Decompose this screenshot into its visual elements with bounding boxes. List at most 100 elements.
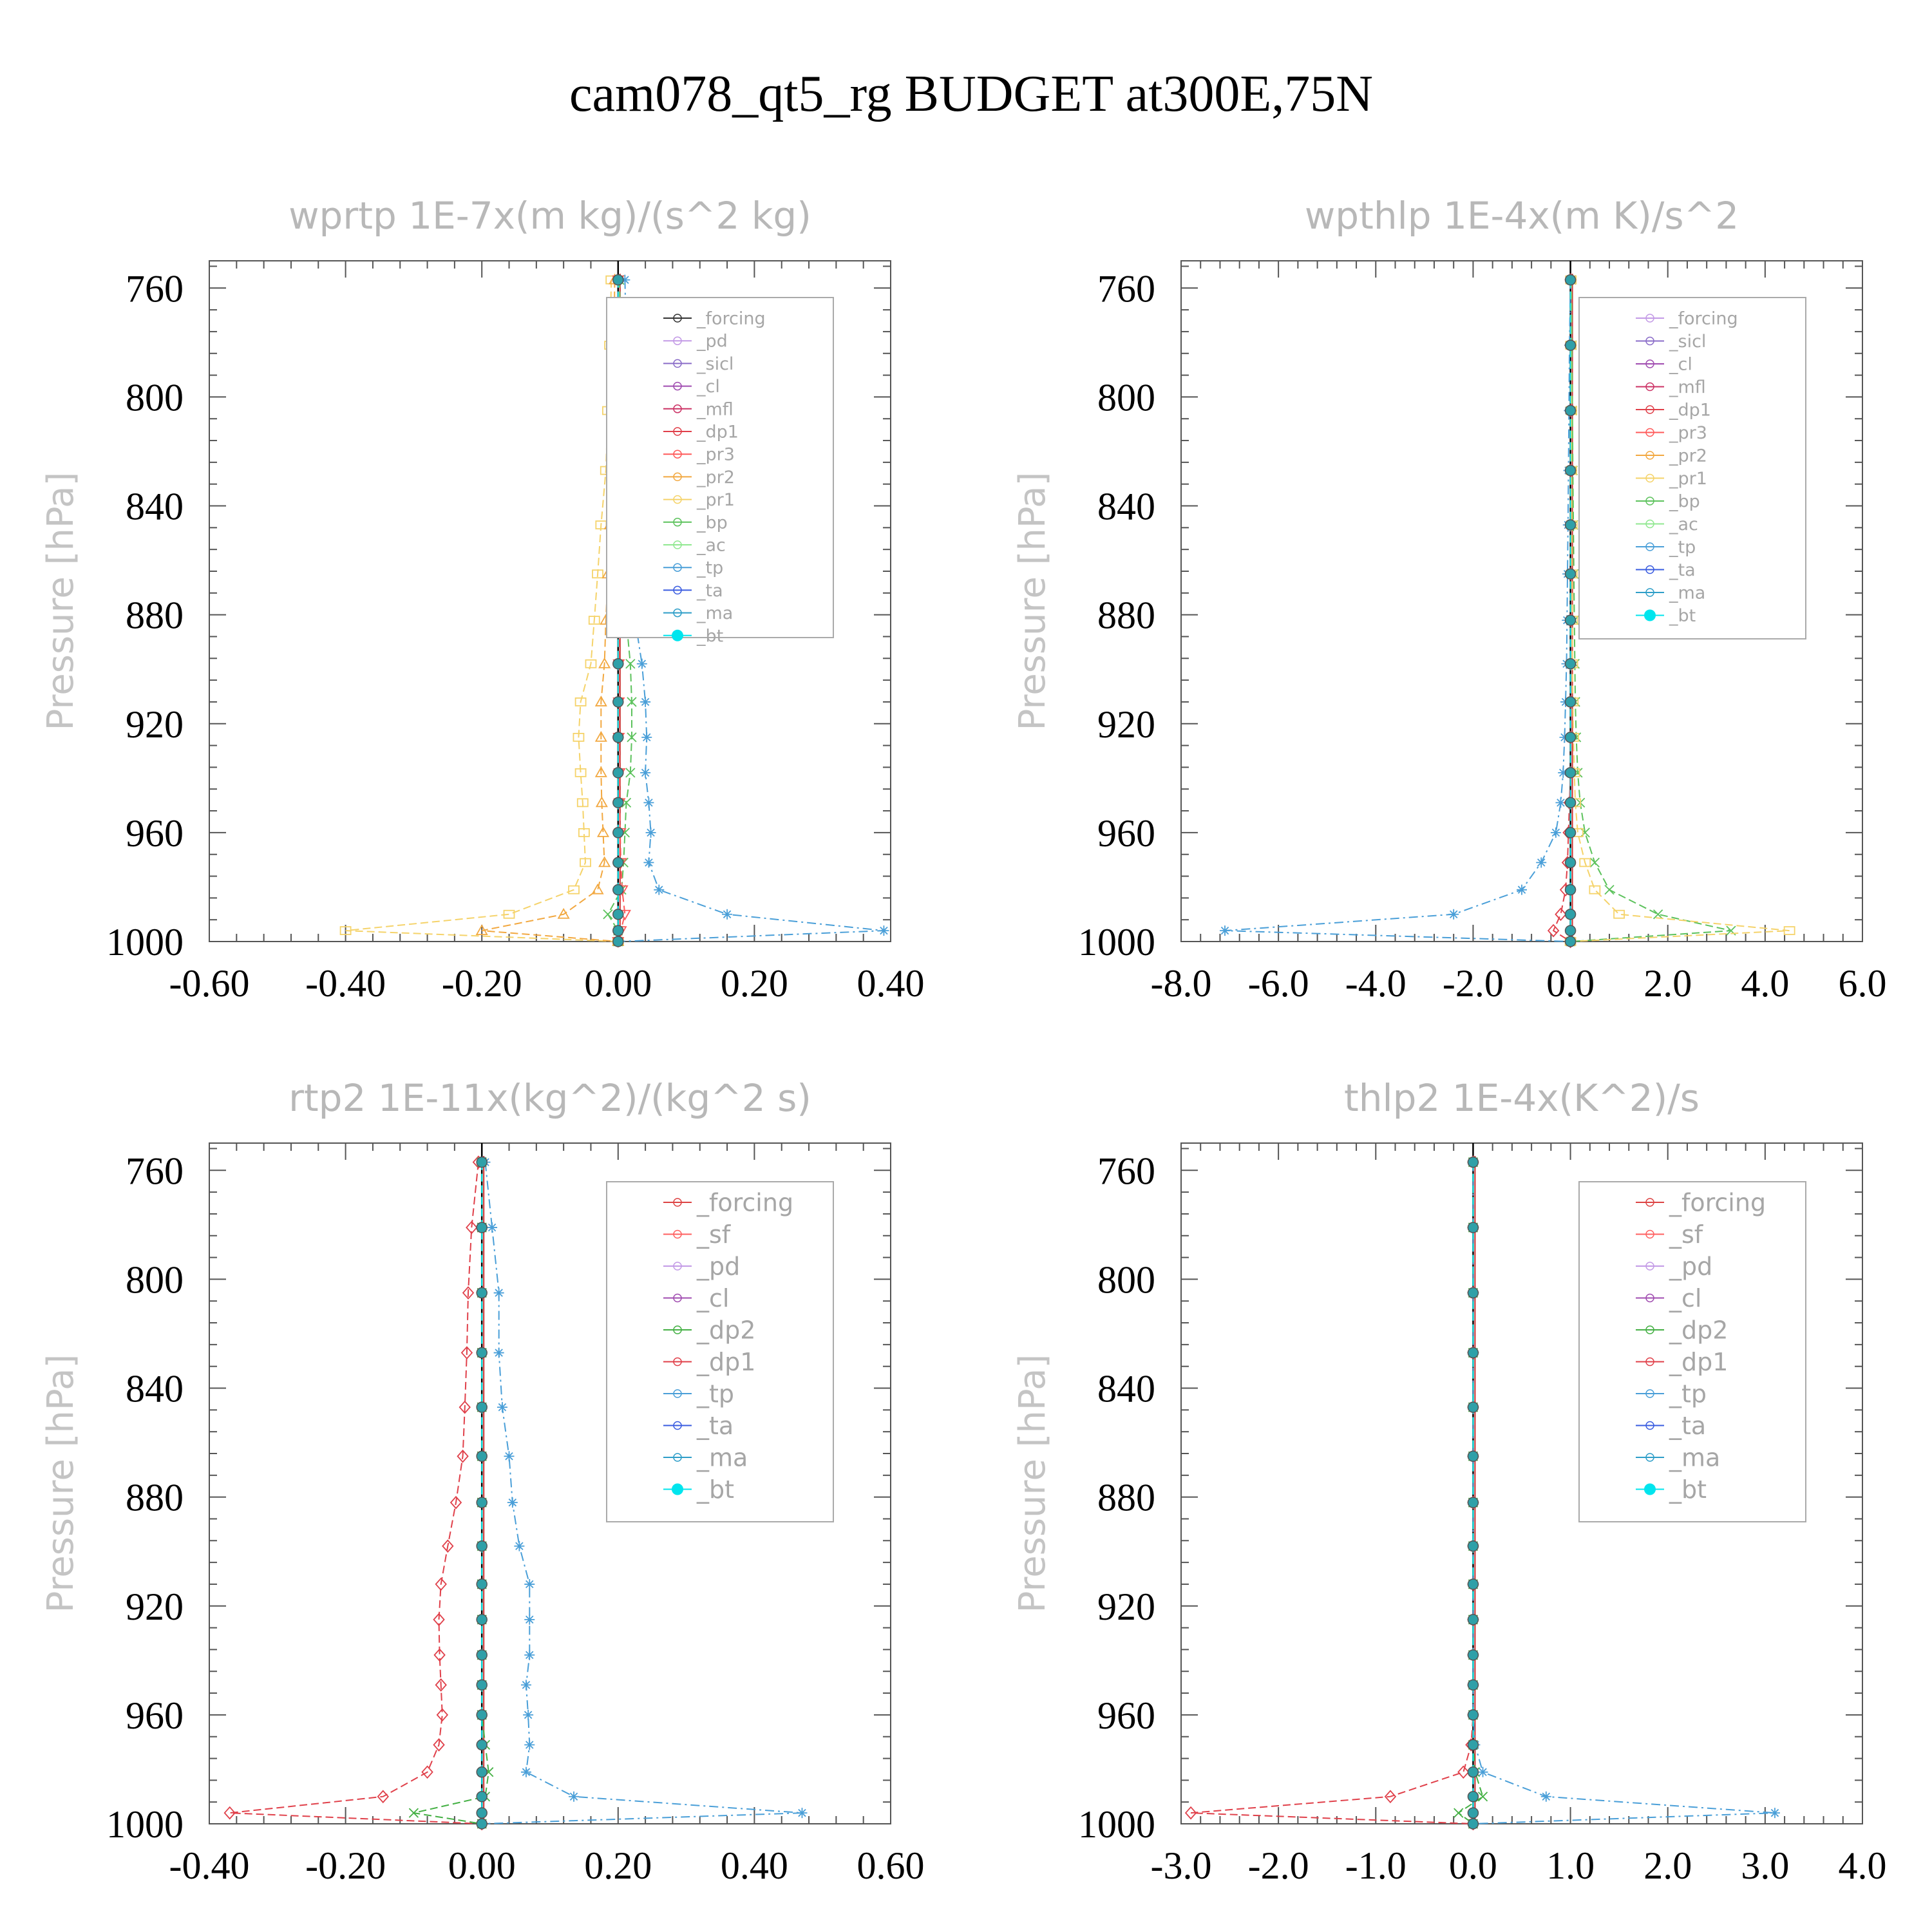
data-point-bt [612, 658, 624, 670]
data-point-tp [620, 274, 630, 285]
legend-label: _forcing [696, 1188, 793, 1217]
data-point-pr1 [1579, 858, 1591, 867]
legend-marker [1645, 382, 1654, 392]
data-point-tp [1555, 797, 1566, 808]
data-point-bt [1467, 1347, 1479, 1359]
chart-panel-4: thlp2 1E-4x(K^2)/s Pressure [hPa] 760 800 84… [1012, 1076, 1887, 1887]
y-tick-label: 840 [1097, 486, 1155, 528]
data-point-tp [654, 884, 665, 895]
legend-label: _tp [696, 558, 723, 578]
legend-label: _dp1 [1669, 400, 1711, 420]
y-tick-label: 760 [126, 267, 184, 310]
data-point-tp [569, 1791, 580, 1802]
data-point-bt [1467, 1287, 1479, 1299]
data-point-bt [476, 1347, 488, 1359]
data-point-tp [797, 1808, 808, 1819]
data-point-tp [497, 1402, 507, 1413]
data-point-bt [476, 1450, 488, 1462]
legend-label: _forcing [696, 308, 766, 328]
data-point-bp [1580, 828, 1590, 838]
legend-marker [1645, 405, 1654, 414]
y-axis-label: Pressure [hPa] [1012, 472, 1054, 731]
data-point-tp [1477, 1766, 1488, 1777]
data-point-bp [621, 797, 632, 808]
legend-marker [1645, 1293, 1654, 1303]
legend-marker [1645, 473, 1654, 483]
legend-marker [672, 1483, 683, 1495]
data-point-pr1 [573, 733, 585, 742]
legend-label: _sf [696, 1220, 732, 1249]
data-point-tp [493, 1287, 504, 1298]
x-tick-label: 0.0 [1546, 962, 1595, 1005]
data-point-tp [878, 925, 889, 936]
legend: _forcing _sf _pd _cl _dp2 _dp1 _tp _ta _ma _bt [1578, 1181, 1806, 1522]
data-point-pr1 [585, 659, 597, 668]
legend-label: _ma [696, 1443, 748, 1472]
legend-marker [673, 518, 682, 527]
data-point-tp [722, 909, 733, 920]
data-point-pr1 [588, 616, 600, 625]
series-line-dp1 [229, 1162, 482, 1824]
legend-marker [1645, 542, 1654, 551]
y-tick-label: 920 [126, 1586, 184, 1628]
data-point-dp1 [442, 1539, 454, 1553]
legend-box [1578, 297, 1806, 639]
legend-marker [673, 381, 682, 391]
data-point-dp1 [1457, 1765, 1470, 1779]
data-point-bt [476, 1766, 488, 1778]
panel-title: thlp2 1E-4x(K^2)/s [1344, 1076, 1700, 1120]
legend-marker [1645, 519, 1654, 529]
data-point-bt [476, 1679, 488, 1691]
data-point-tp [524, 1578, 535, 1589]
data-point-dp1 [1184, 1806, 1197, 1820]
legend-marker [673, 404, 682, 413]
x-tick-label: -0.40 [305, 962, 386, 1005]
legend-marker [1645, 1325, 1654, 1334]
legend-label: _bt [696, 626, 723, 646]
y-tick-label: 880 [1097, 1477, 1155, 1519]
data-point-bt [1564, 857, 1577, 869]
legend-marker [1645, 336, 1654, 346]
legend-label: _ac [1669, 515, 1698, 535]
data-point-bp [1589, 857, 1600, 868]
chart-panel-2: wpthlp 1E-4x(m K)/s^2 Pressure [hPa] 760 80… [1012, 194, 1887, 1005]
data-point-bt [1564, 936, 1577, 947]
y-tick-label: 920 [126, 703, 184, 746]
legend-label: _pr2 [1669, 446, 1707, 466]
legend-marker [1645, 314, 1654, 323]
x-tick-label: 4.0 [1741, 962, 1789, 1005]
y-tick-label: 880 [126, 1477, 184, 1519]
data-point-bt [612, 936, 624, 947]
legend-label: _dp2 [1669, 1316, 1728, 1344]
y-tick-label: 960 [126, 812, 184, 855]
legend-marker [673, 472, 682, 482]
legend-label: _dp1 [696, 1348, 755, 1376]
data-point-pr1 [592, 569, 603, 579]
data-point-tp [640, 696, 651, 707]
plot-frame [209, 1142, 891, 1824]
y-tick-label: 800 [1097, 1258, 1155, 1301]
x-tick-label: 1.0 [1546, 1844, 1595, 1887]
series-line-pr1 [345, 279, 618, 942]
data-point-bt [612, 925, 624, 936]
legend-marker [673, 585, 682, 595]
data-point-pr1 [503, 909, 515, 919]
legend-label: _forcing [1669, 1188, 1766, 1217]
data-point-pr2 [475, 924, 488, 935]
y-axis-label: Pressure [hPa] [40, 472, 82, 731]
legend: _forcing _pd_sicl _cl_mfl _dp1 _pr3 _pr2_pr1 _… [606, 297, 834, 646]
x-tick-label: -2.0 [1443, 962, 1504, 1005]
data-point-pr1 [574, 697, 587, 706]
legend-label: _bt [696, 1475, 734, 1504]
legend-box [606, 1181, 834, 1522]
data-point-pr1 [1613, 909, 1625, 919]
x-tick-label: 0.40 [857, 962, 925, 1005]
data-point-tp [523, 1709, 534, 1720]
y-tick-label: 880 [1097, 594, 1155, 637]
data-point-dp1 [1547, 923, 1560, 938]
data-point-dp1 [433, 1613, 445, 1627]
data-point-dp1 [377, 1790, 389, 1804]
y-tick-label: 800 [126, 1258, 184, 1301]
data-point-bt [1564, 767, 1577, 779]
